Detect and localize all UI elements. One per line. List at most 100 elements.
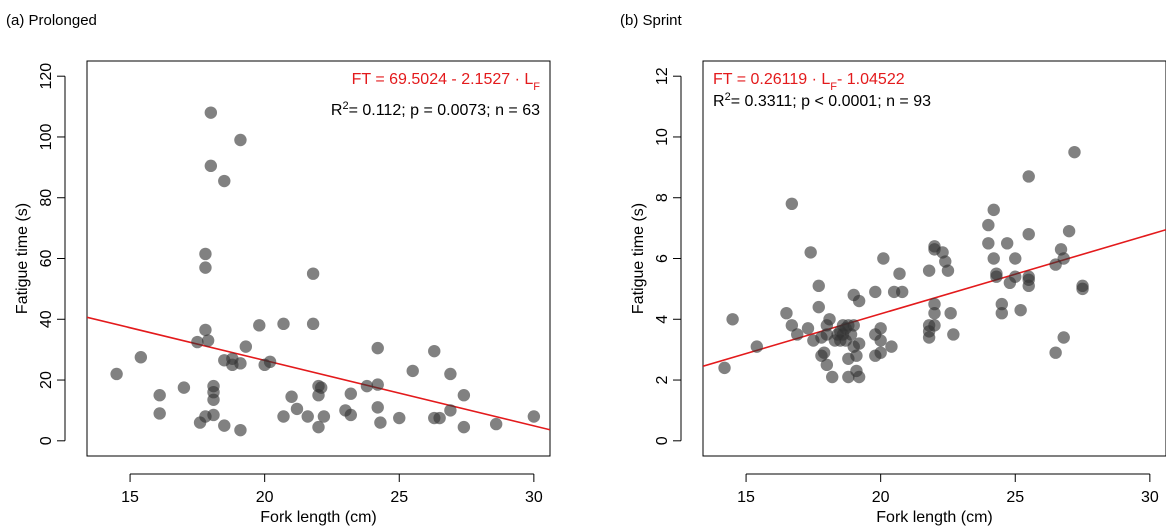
data-point — [812, 300, 825, 314]
y-axis-title: Fatigue time (s) — [14, 203, 31, 314]
data-point — [944, 306, 957, 320]
data-point — [444, 367, 457, 381]
data-point — [852, 294, 866, 308]
data-point — [317, 410, 331, 423]
fit-statistics: R2= 0.3311; p < 0.0001; n = 93 — [713, 91, 931, 110]
y-tick-label: 80 — [38, 189, 55, 207]
data-point — [1062, 224, 1076, 238]
y-tick-label: 4 — [654, 315, 671, 324]
data-point — [826, 370, 839, 384]
data-point — [1000, 237, 1014, 250]
stat-text: = 0.112; p = 0.0073; n = 63 — [349, 102, 541, 119]
data-point — [134, 351, 148, 364]
data-point — [812, 279, 825, 293]
data-point — [110, 367, 123, 381]
data-point — [239, 340, 253, 353]
stat-r-superscript: 2 — [342, 100, 348, 112]
y-tick-label: 60 — [38, 250, 55, 268]
data-point — [393, 411, 406, 425]
data-point — [801, 322, 815, 335]
data-point — [1057, 252, 1070, 265]
y-tick-label: 100 — [38, 124, 55, 151]
data-point — [1049, 346, 1062, 359]
y-tick-label: 120 — [38, 63, 55, 90]
data-point — [1022, 279, 1035, 293]
y-tick-label: 10 — [654, 128, 671, 146]
data-point — [852, 370, 866, 384]
data-point — [896, 285, 909, 299]
data-point — [750, 340, 764, 353]
data-point — [153, 407, 166, 420]
data-point — [489, 417, 503, 431]
data-point — [199, 247, 212, 261]
data-point — [987, 252, 1000, 265]
data-point — [982, 237, 995, 250]
x-tick-label: 15 — [737, 489, 755, 506]
data-point — [1014, 303, 1027, 317]
equation-prefix: FT = 0.26119 · L — [713, 71, 830, 88]
data-point — [371, 341, 384, 355]
data-point — [457, 389, 471, 402]
data-point — [877, 252, 890, 265]
data-point — [718, 361, 731, 375]
data-point — [285, 390, 298, 403]
equation-subscript: F — [830, 81, 837, 93]
data-point — [312, 420, 325, 434]
data-point — [360, 379, 374, 393]
data-point — [817, 346, 831, 359]
data-point — [990, 270, 1003, 283]
y-tick-label: 40 — [38, 310, 55, 328]
data-point — [153, 389, 166, 402]
data-point — [928, 306, 941, 320]
data-point — [922, 331, 936, 344]
data-point — [207, 408, 220, 422]
data-point — [234, 423, 247, 437]
equation-prefix: FT = 69.5024 - 2.1527 · L — [352, 71, 534, 88]
data-point — [306, 267, 320, 280]
data-point — [869, 285, 882, 299]
data-point — [1076, 282, 1089, 296]
data-point — [785, 197, 799, 211]
data-point — [852, 337, 866, 350]
x-tick-label: 25 — [1006, 489, 1024, 506]
data-point — [218, 419, 231, 432]
data-point — [1057, 331, 1070, 344]
y-tick-label: 0 — [654, 436, 671, 445]
data-point — [204, 159, 218, 173]
data-point — [850, 349, 863, 362]
data-point — [928, 297, 941, 311]
data-point — [995, 297, 1008, 311]
data-point — [207, 393, 220, 406]
data-point — [191, 335, 204, 349]
data-point — [1022, 227, 1035, 241]
data-point — [428, 344, 441, 358]
y-tick-label: 6 — [654, 254, 671, 263]
data-point — [922, 264, 936, 277]
data-point — [995, 306, 1008, 320]
data-point — [290, 402, 304, 416]
plot-box — [86, 60, 551, 457]
data-point — [928, 319, 941, 332]
data-point — [804, 246, 817, 259]
data-point — [885, 340, 898, 353]
data-point — [204, 106, 218, 119]
x-tick-label: 20 — [256, 489, 274, 506]
y-tick-label: 2 — [654, 375, 671, 384]
data-point — [177, 381, 191, 394]
data-point — [277, 317, 290, 331]
x-axis-title: Fork length (cm) — [260, 509, 376, 526]
data-point — [1022, 170, 1035, 183]
y-tick-label: 8 — [654, 193, 671, 202]
data-point — [371, 378, 384, 391]
data-point — [823, 313, 836, 326]
fit-equation: FT = 0.26119 · LF- 1.04522 — [713, 71, 905, 93]
data-point — [457, 420, 471, 434]
data-point — [874, 346, 887, 359]
stat-r: R — [331, 102, 343, 119]
data-point — [1009, 270, 1022, 283]
y-tick-label: 20 — [38, 371, 55, 389]
panel-sprint: (b) Sprint 15 20 25 30 0 2 4 6 8 10 12 Fork lengt… — [620, 12, 1166, 526]
data-point — [234, 133, 247, 147]
fit-statistics: R2= 0.112; p = 0.0073; n = 63 — [331, 100, 540, 119]
